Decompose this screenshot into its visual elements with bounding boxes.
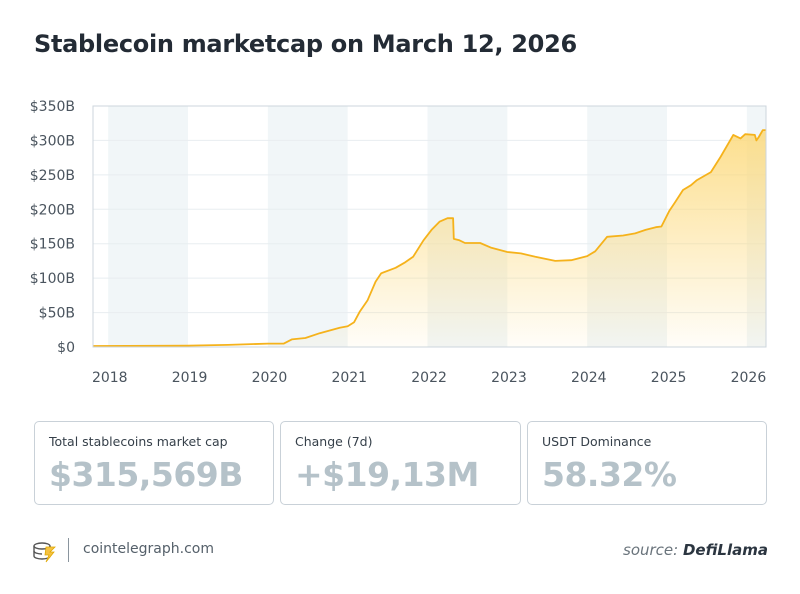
chart-title: Stablecoin marketcap on March 12, 2026 xyxy=(34,30,577,58)
x-tick-label: 2024 xyxy=(571,370,607,386)
card-label: Change (7d) xyxy=(295,434,373,449)
year-band-2020 xyxy=(267,106,348,347)
series-line xyxy=(92,129,766,347)
y-tick-label: $250B xyxy=(30,168,75,184)
y-tick-label: $150B xyxy=(30,237,75,253)
y-tick-label: $300B xyxy=(30,133,75,149)
source-prefix: source: xyxy=(623,541,679,559)
card-total-market-cap: Total stablecoins market cap $315,569B xyxy=(34,421,274,505)
area-fill xyxy=(93,130,766,347)
y-tick-label: $350B xyxy=(30,99,75,115)
footer-divider xyxy=(68,538,69,562)
y-tick-label: $0 xyxy=(57,340,75,356)
marketcap-chart: $0 $50B $100B $150B $200B $250B $300B $350B 2018… xyxy=(30,99,767,386)
source-credit: source: DefiLlama xyxy=(623,541,768,559)
x-tick-label: 2023 xyxy=(491,370,527,386)
x-tick-label: 2020 xyxy=(252,370,288,386)
year-band-2018 xyxy=(108,106,189,347)
source-name: DefiLlama xyxy=(682,541,768,559)
x-tick-label: 2018 xyxy=(92,370,128,386)
x-tick-label: 2019 xyxy=(172,370,208,386)
x-tick-label: 2026 xyxy=(731,370,767,386)
card-value: $315,569B xyxy=(49,455,243,494)
footer-site: cointelegraph.com xyxy=(83,541,214,557)
x-tick-label: 2021 xyxy=(331,370,367,386)
plot-frame xyxy=(92,105,767,348)
card-label: Total stablecoins market cap xyxy=(49,434,228,449)
card-value: 58.32% xyxy=(542,455,677,494)
y-tick-label: $200B xyxy=(30,202,75,218)
card-value: +$19,13M xyxy=(295,455,479,494)
card-usdt-dominance: USDT Dominance 58.32% xyxy=(527,421,767,505)
y-tick-label: $50B xyxy=(39,306,75,322)
card-label: USDT Dominance xyxy=(542,434,652,449)
x-tick-label: 2022 xyxy=(411,370,447,386)
cointelegraph-logo-icon xyxy=(32,542,56,563)
card-change-7d: Change (7d) +$19,13M xyxy=(280,421,521,505)
x-tick-label: 2025 xyxy=(651,370,687,386)
y-tick-label: $100B xyxy=(30,271,75,287)
